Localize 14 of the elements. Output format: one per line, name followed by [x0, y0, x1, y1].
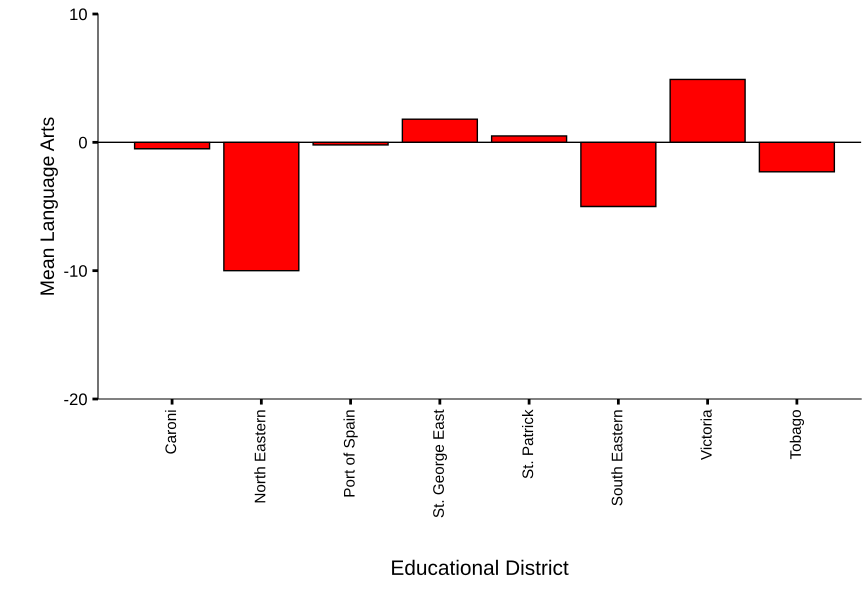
y-tick-label: 0 [78, 136, 87, 149]
x-tick-label: Victoria [700, 409, 712, 460]
x-axis-title: Educational District [392, 560, 569, 576]
x-tick-label: North Eastern [254, 410, 266, 502]
x-tick-label: Port of Spain [343, 410, 358, 496]
y-tick-label: 10 [70, 8, 87, 20]
y-tick-label: -10 [64, 265, 87, 277]
x-tick-label: St. Patrick [522, 409, 534, 478]
x-tick-label: St. George East [433, 410, 447, 518]
x-tick-label: Caroni [164, 410, 176, 454]
x-tick-label: Tobago [790, 410, 804, 460]
y-axis-title: Mean Language Arts [40, 117, 58, 295]
y-tick-label: -20 [64, 393, 87, 406]
x-tick-label: South Eastern [611, 410, 622, 506]
